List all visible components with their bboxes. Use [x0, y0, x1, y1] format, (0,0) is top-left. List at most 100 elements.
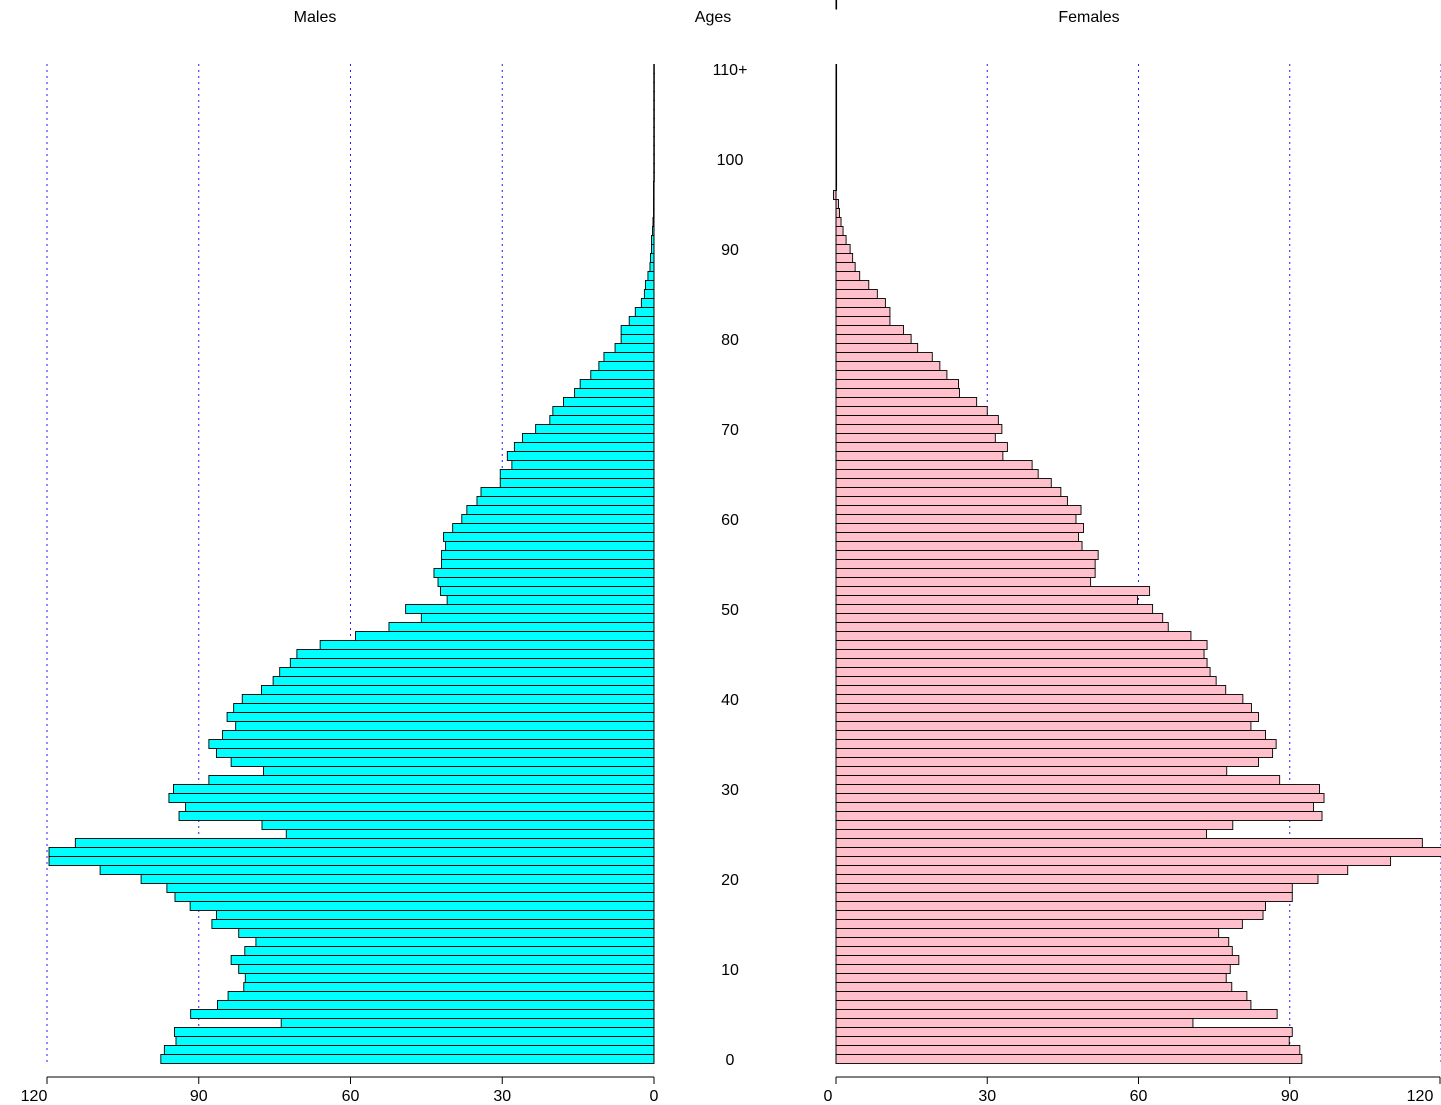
female-bar-age-76 — [835, 370, 948, 380]
female-bar-age-15 — [835, 919, 1243, 929]
males-x-tick-label-0: 0 — [650, 1088, 659, 1105]
females-x-tick-label-0: 0 — [824, 1088, 833, 1105]
male-bar-age-38 — [226, 712, 655, 722]
male-bar-age-62 — [476, 496, 655, 506]
male-bar-age-54 — [433, 568, 655, 578]
male-bar-age-4 — [280, 1018, 655, 1028]
male-bar-age-66 — [511, 460, 655, 470]
female-bar-age-62 — [835, 496, 1068, 506]
female-bar-age-0 — [835, 1054, 1303, 1064]
male-bar-age-19 — [166, 883, 655, 893]
males-x-tick-label-60: 60 — [342, 1088, 360, 1105]
female-bar-age-24 — [835, 838, 1423, 848]
male-bar-age-64 — [499, 478, 655, 488]
female-bar-age-21 — [835, 865, 1349, 875]
female-bar-age-32 — [835, 766, 1228, 776]
male-bar-age-42 — [272, 676, 655, 686]
female-bar-age-23 — [835, 847, 1441, 857]
female-bar-age-44 — [835, 658, 1208, 668]
male-bar-age-65 — [499, 469, 655, 479]
male-bar-age-24 — [74, 838, 655, 848]
male-bar-age-51 — [446, 595, 655, 605]
age-label-0: 0 — [726, 1052, 735, 1069]
male-bar-age-11 — [230, 955, 655, 965]
male-bar-age-44 — [289, 658, 655, 668]
male-bar-age-78 — [603, 352, 655, 362]
female-bar-age-33 — [835, 757, 1259, 767]
female-bar-age-9 — [835, 973, 1227, 983]
female-bar-age-8 — [835, 982, 1233, 992]
female-bar-age-87 — [835, 271, 861, 281]
male-bar-age-89 — [650, 253, 655, 263]
female-bar-age-11 — [835, 955, 1240, 965]
male-bar-age-79 — [614, 343, 655, 353]
male-bar-age-28 — [185, 802, 655, 812]
age-label-60: 60 — [721, 512, 739, 529]
age-label-90: 90 — [721, 242, 739, 259]
female-bar-age-83 — [835, 307, 891, 317]
female-bar-age-85 — [835, 289, 878, 299]
male-bar-age-77 — [598, 361, 655, 371]
male-bar-age-36 — [222, 730, 655, 740]
female-bar-age-34 — [835, 748, 1274, 758]
female-bar-age-14 — [835, 928, 1220, 938]
male-bar-age-48 — [388, 622, 655, 632]
female-bar-age-43 — [835, 667, 1211, 677]
male-bar-age-9 — [244, 973, 655, 983]
age-label-110plus: 110+ — [713, 62, 748, 79]
female-bar-age-26 — [835, 820, 1234, 830]
male-bar-age-85 — [643, 289, 655, 299]
male-bar-age-30 — [173, 784, 655, 794]
females-title: Females — [1058, 9, 1119, 26]
female-bar-age-22 — [835, 856, 1392, 866]
male-bar-age-21 — [99, 865, 655, 875]
female-bar-age-16 — [835, 910, 1264, 920]
female-bar-age-75 — [835, 379, 959, 389]
female-bar-age-3 — [835, 1027, 1293, 1037]
male-bar-age-37 — [235, 721, 655, 731]
female-bar-age-1 — [835, 1045, 1301, 1055]
female-bar-age-18 — [835, 892, 1293, 902]
females-x-tick-label-30: 30 — [978, 1088, 996, 1105]
female-bar-age-6 — [835, 1000, 1252, 1010]
female-bar-age-42 — [835, 676, 1217, 686]
male-bar-age-81 — [620, 325, 655, 335]
male-bar-age-7 — [227, 991, 655, 1001]
female-bar-age-17 — [835, 901, 1266, 911]
female-bar-age-39 — [835, 703, 1252, 713]
male-bar-age-6 — [217, 1000, 655, 1010]
female-bar-age-94 — [835, 208, 840, 218]
female-bar-age-4 — [835, 1018, 1194, 1028]
female-bar-age-86 — [835, 280, 870, 290]
male-bar-age-46 — [319, 640, 655, 650]
female-bar-age-68 — [835, 442, 1008, 452]
age-label-30: 30 — [721, 782, 739, 799]
male-bar-age-47 — [355, 631, 655, 641]
female-bar-age-29 — [835, 793, 1325, 803]
female-bar-age-91 — [835, 235, 847, 245]
female-bar-age-52 — [835, 586, 1151, 596]
age-label-50: 50 — [721, 602, 739, 619]
male-bar-age-58 — [443, 532, 655, 542]
male-bar-age-31 — [208, 775, 655, 785]
female-bar-age-64 — [835, 478, 1052, 488]
male-bar-age-3 — [174, 1027, 655, 1037]
female-bar-age-12 — [835, 946, 1233, 956]
male-bar-age-33 — [230, 757, 655, 767]
male-bar-age-56 — [441, 550, 655, 560]
female-bar-age-10 — [835, 964, 1231, 974]
male-bar-age-87 — [647, 271, 655, 281]
female-bar-age-61 — [835, 505, 1082, 515]
female-bar-age-undefined — [835, 0, 838, 10]
female-bar-age-51 — [835, 595, 1138, 605]
male-bar-age-45 — [296, 649, 655, 659]
female-bar-age-54 — [835, 568, 1096, 578]
male-bar-age-55 — [441, 559, 655, 569]
male-bar-age-18 — [174, 892, 655, 902]
female-bar-age-45 — [835, 649, 1205, 659]
female-bar-age-38 — [835, 712, 1259, 722]
male-bar-age-15 — [211, 919, 655, 929]
male-bar-age-75 — [579, 379, 655, 389]
male-bar-age-86 — [644, 280, 655, 290]
